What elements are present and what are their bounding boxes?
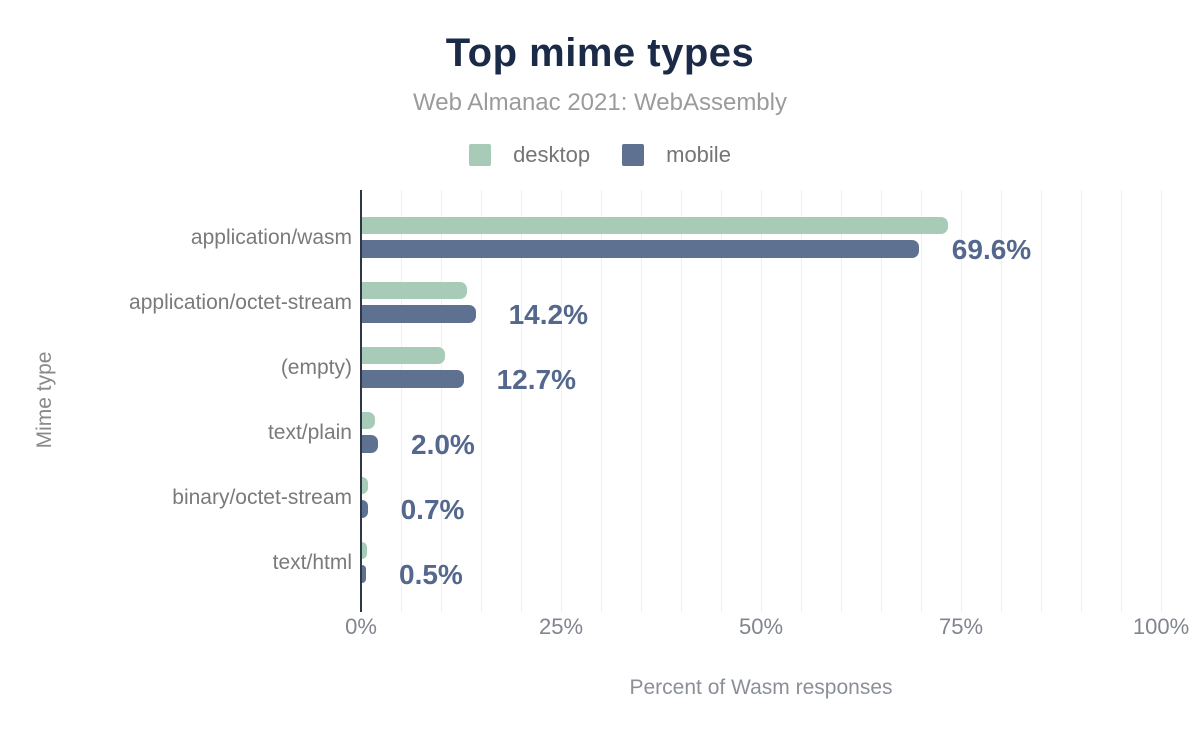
legend-item-mobile[interactable]: mobile — [622, 142, 731, 168]
gridline — [1081, 190, 1082, 612]
x-tick-label: 50% — [738, 614, 784, 639]
category-label: (empty) — [280, 355, 352, 379]
mobile-bar[interactable] — [362, 435, 378, 453]
desktop-bar[interactable] — [362, 412, 375, 429]
mobile-series-swatch — [622, 144, 645, 166]
desktop-series-swatch — [469, 144, 492, 166]
y-axis-title: Mime type — [33, 351, 56, 449]
desktop-bar[interactable] — [362, 282, 467, 299]
category-label: binary/octet-stream — [172, 485, 352, 509]
x-tick-label: 100% — [1132, 614, 1190, 639]
legend: desktop mobile — [0, 142, 1200, 168]
desktop-bar[interactable] — [362, 217, 948, 234]
x-tick-label: 75% — [938, 614, 984, 639]
x-tick-label: 25% — [538, 614, 584, 639]
desktop-bar[interactable] — [362, 347, 446, 364]
gridline — [1001, 190, 1002, 612]
value-label: 0.7% — [400, 493, 465, 525]
value-label: 14.2% — [508, 298, 588, 330]
mobile-bar[interactable] — [362, 500, 368, 518]
gridline — [441, 190, 442, 612]
gridline — [561, 190, 562, 612]
legend-label-mobile: mobile — [666, 142, 731, 167]
value-label: 2.0% — [411, 428, 475, 460]
gridline — [1121, 190, 1122, 612]
gridline — [841, 190, 842, 612]
gridline — [601, 190, 602, 612]
category-label: text/html — [272, 550, 352, 574]
mobile-bar[interactable] — [362, 370, 464, 388]
gridline — [761, 190, 762, 612]
mobile-bar[interactable] — [362, 305, 476, 323]
gridline — [521, 190, 522, 612]
gridline — [1041, 190, 1042, 612]
gridline — [921, 190, 922, 612]
plot-area: 69.6% 14.2% 12.7% 2.0% 0.7% 0.5% — [360, 190, 1162, 612]
category-label: text/plain — [267, 420, 352, 444]
value-label: 0.5% — [399, 558, 463, 590]
value-label: 69.6% — [951, 233, 1032, 265]
mobile-bar[interactable] — [362, 565, 366, 583]
gridline — [681, 190, 682, 612]
legend-label-desktop: desktop — [513, 142, 591, 167]
gridline — [801, 190, 802, 612]
x-axis-title: Percent of Wasm responses — [629, 676, 893, 699]
value-label: 12.7% — [496, 363, 576, 395]
gridline — [721, 190, 722, 612]
gridline — [881, 190, 882, 612]
chart-subtitle: Web Almanac 2021: WebAssembly — [413, 89, 787, 116]
desktop-bar[interactable] — [362, 477, 369, 494]
gridline — [481, 190, 482, 612]
gridline — [641, 190, 642, 612]
x-tick-label: 0% — [345, 614, 377, 639]
chart-title: Top mime types — [445, 31, 755, 75]
legend-item-desktop[interactable]: desktop — [469, 142, 590, 168]
gridline — [961, 190, 962, 612]
category-label: application/octet-stream — [129, 290, 352, 314]
mobile-bar[interactable] — [362, 240, 919, 258]
gridline — [401, 190, 402, 612]
desktop-bar[interactable] — [362, 542, 367, 559]
y-axis-line — [360, 190, 362, 612]
category-label: application/wasm — [190, 225, 352, 249]
gridline — [1161, 190, 1162, 612]
